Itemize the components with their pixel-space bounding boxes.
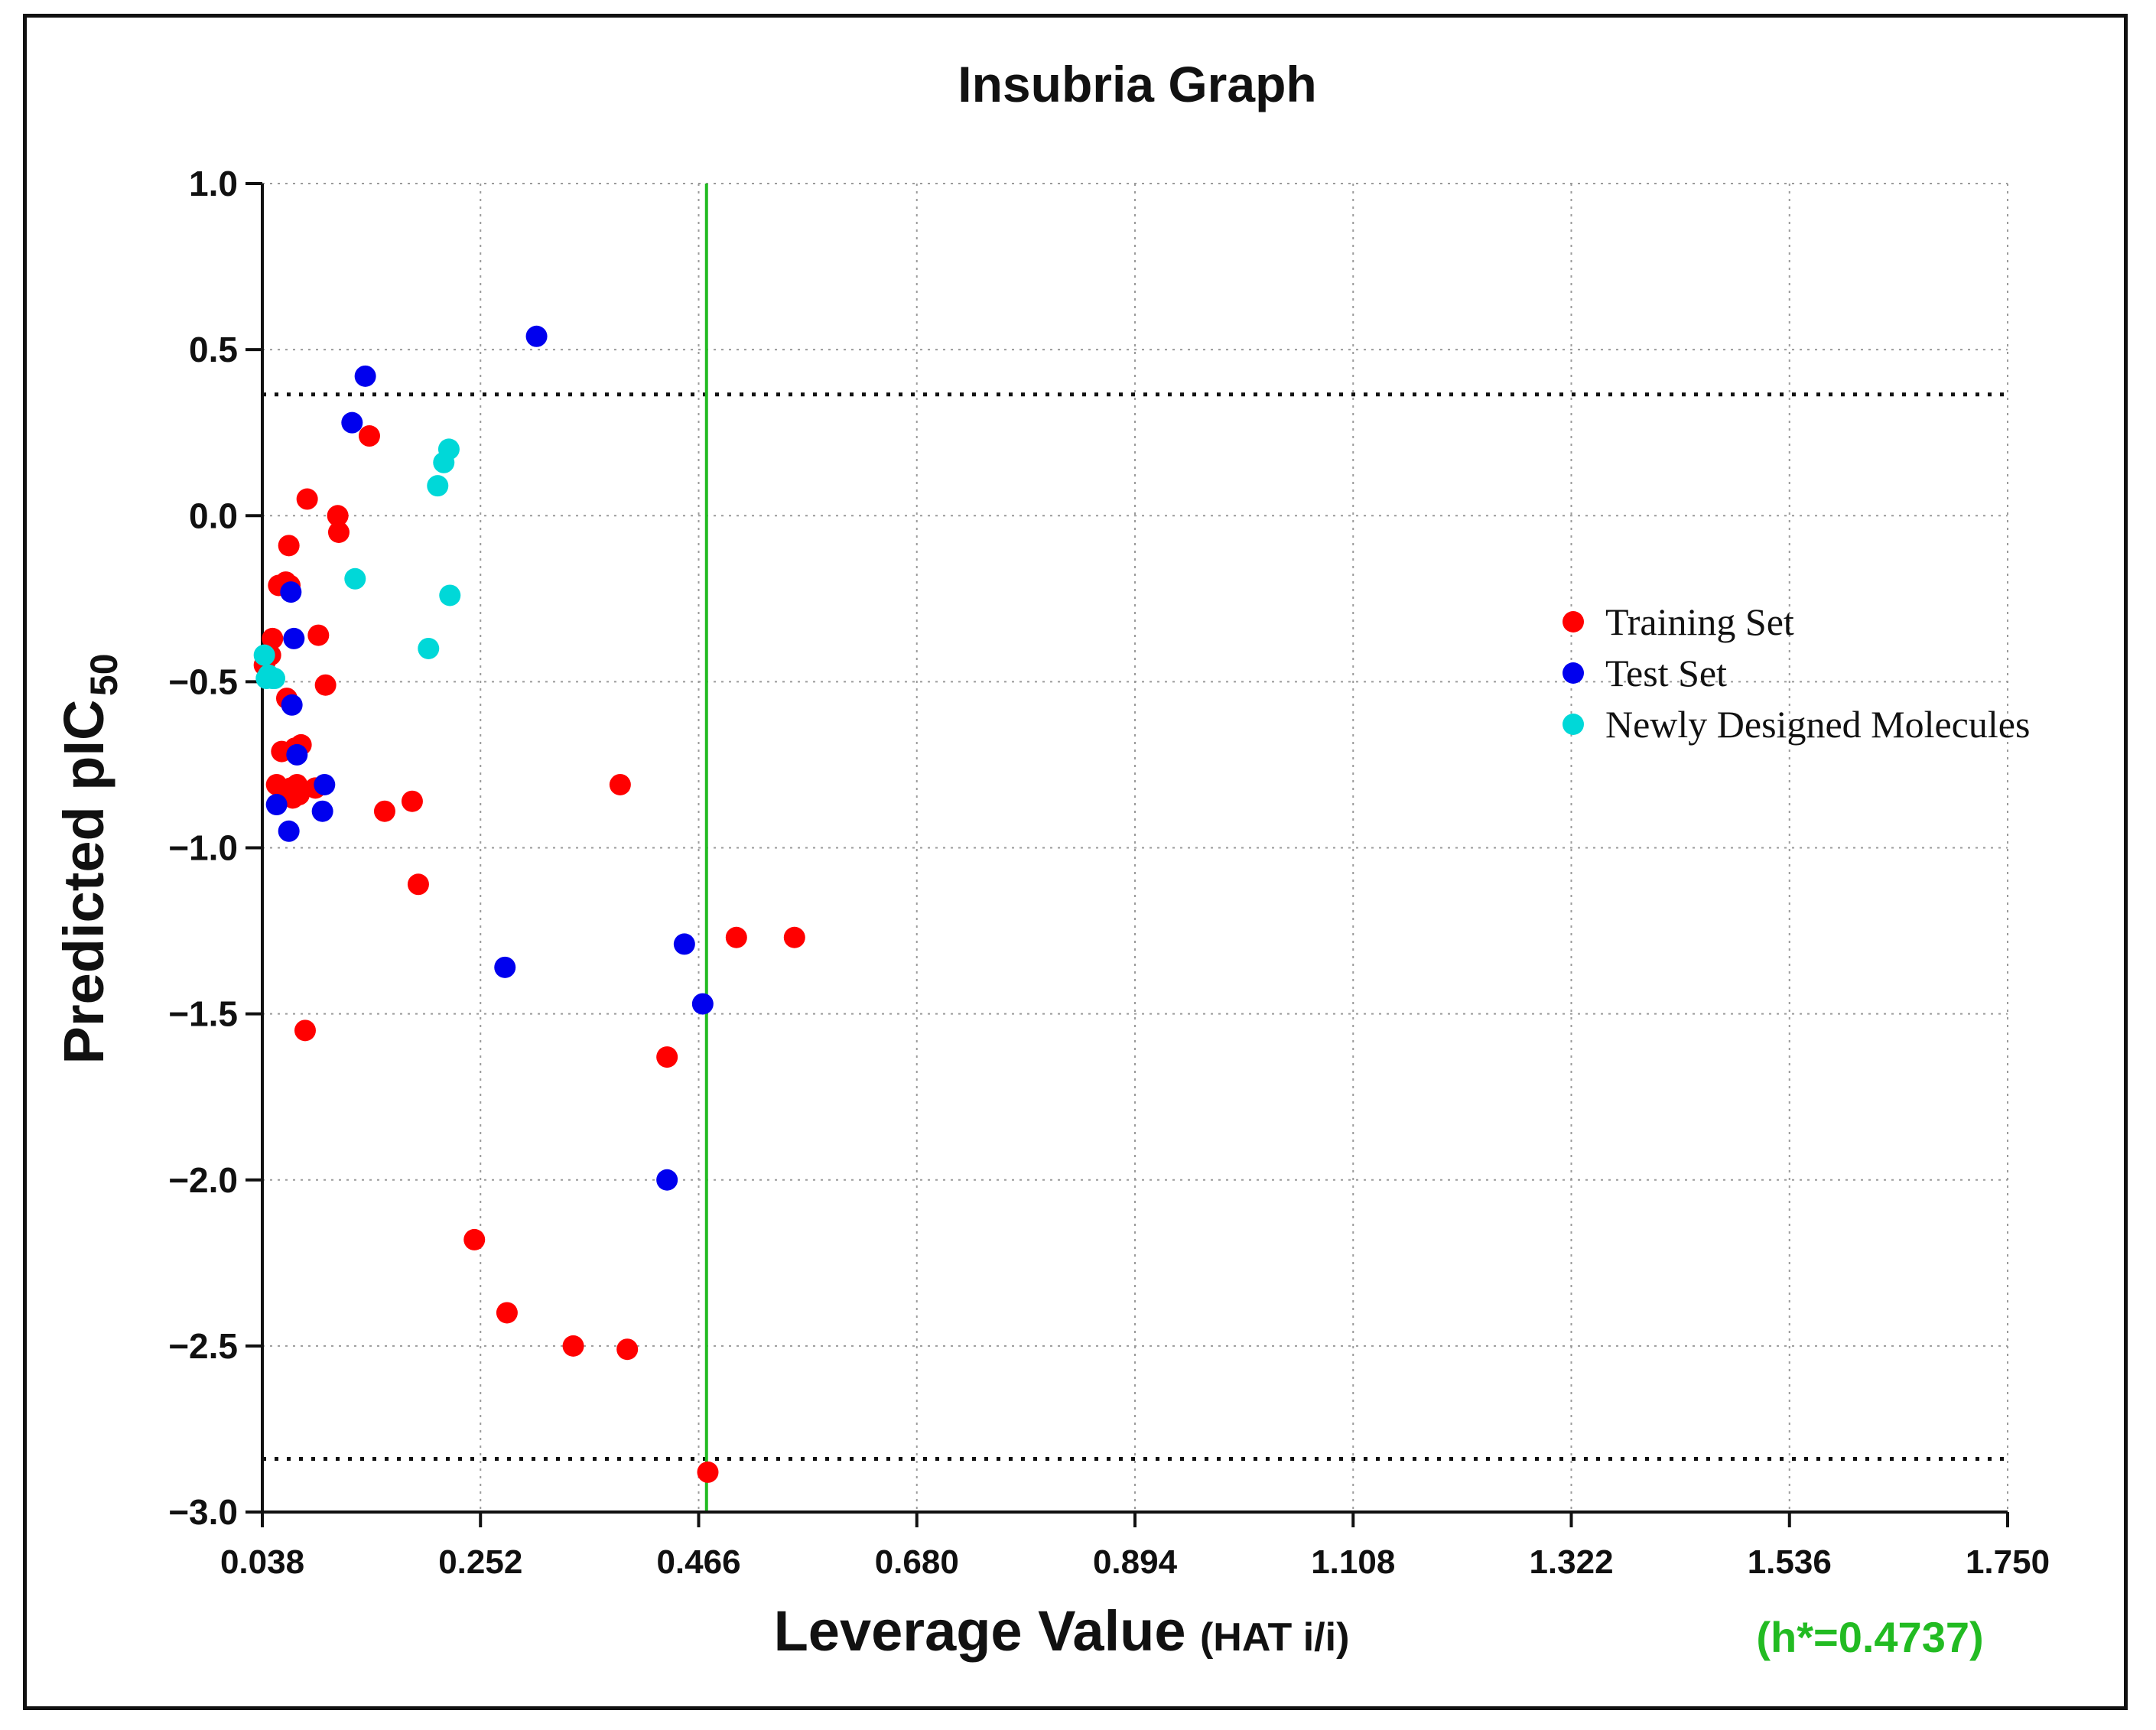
training-point [562,1335,584,1357]
h-star-annotation: (h*=0.4737) [1756,1613,1983,1661]
y-axis-label: Predicted pIC 50 [52,653,125,1064]
x-tick-label: 0.466 [656,1543,740,1581]
test-point [278,820,300,842]
test-point [283,627,305,649]
training-point [725,926,747,948]
y-axis-label-subscript: 50 [83,653,125,696]
test-point [525,325,548,347]
training-point [296,488,318,510]
training-point [656,1046,678,1068]
training-point [307,624,330,646]
y-tick-label: −2.5 [168,1326,238,1366]
ticks: 0.038 0.252 0.466 0.680 0.894 1.108 1.322 1.536… [168,164,2050,1581]
x-tick-label: 0.038 [220,1543,304,1581]
test-point [341,411,363,434]
legend: Training Set Test Set Newly Designed Molec… [1563,600,2030,746]
y-tick-label: −3.0 [168,1492,238,1532]
training-point [327,505,349,527]
y-tick-label: −0.5 [168,662,238,701]
new-point [253,644,275,666]
new-point [427,475,449,497]
legend-label-test: Test Set [1605,652,1727,694]
legend-label-new: Newly Designed Molecules [1605,703,2030,746]
training-point [697,1461,719,1483]
y-tick-label: −1.5 [168,994,238,1034]
test-point [265,794,288,816]
test-point [281,694,303,716]
test-point [656,1169,678,1191]
training-point [288,784,310,806]
test-point [673,933,695,955]
training-point [373,800,395,822]
x-tick-label: 1.750 [1966,1543,2050,1581]
training-point [314,674,337,696]
x-tick-label: 0.894 [1093,1543,1178,1581]
training-point [463,1228,486,1250]
new-point [344,567,366,590]
x-tick-label: 0.252 [438,1543,522,1581]
y-tick-label: 0.0 [189,496,238,535]
training-point [358,425,380,447]
training-point [496,1302,518,1324]
new-point [418,637,440,659]
legend-marker-training [1563,611,1584,632]
y-tick-label: −1.0 [168,828,238,868]
grid [262,183,2008,1512]
test-point [354,365,376,387]
test-point [311,800,333,822]
data-points [253,325,805,1483]
legend-marker-new [1563,714,1584,735]
figure-frame: 0.038 0.252 0.466 0.680 0.894 1.108 1.322 1.536… [23,14,2128,1710]
y-tick-label: 0.5 [189,330,238,369]
x-tick-label: 0.680 [875,1543,959,1581]
y-axis-label-main: Predicted pIC [52,700,115,1065]
x-tick-label: 1.108 [1311,1543,1395,1581]
x-axis-label: Leverage Value (HAT i/i) [774,1599,1350,1663]
new-point [439,584,461,606]
new-point [437,438,460,460]
test-point [691,993,714,1015]
chart-title: Insubria Graph [958,56,1316,112]
training-point [401,790,423,812]
x-tick-label: 1.536 [1748,1543,1832,1581]
test-point [286,743,308,766]
y-tick-label: −2.0 [168,1160,238,1200]
training-point [609,773,631,795]
new-point [263,668,285,690]
training-point [294,1019,316,1042]
training-point [327,521,350,543]
y-tick-label: 1.0 [189,164,238,203]
insubria-chart: 0.038 0.252 0.466 0.680 0.894 1.108 1.322 1.536… [52,56,2050,1663]
legend-label-training: Training Set [1605,600,1794,643]
x-axis-label-main: Leverage Value [774,1599,1186,1663]
training-point [616,1338,639,1361]
training-point [407,873,429,896]
training-point [278,535,300,557]
x-axis-label-suffix: (HAT i/i) [1200,1615,1349,1660]
test-point [280,581,302,603]
training-point [783,926,805,948]
training-point [262,627,284,649]
limit-lines [262,184,2008,1512]
legend-marker-test [1563,662,1584,684]
test-point [314,773,336,795]
x-tick-label: 1.322 [1529,1543,1613,1581]
test-point [494,956,516,978]
